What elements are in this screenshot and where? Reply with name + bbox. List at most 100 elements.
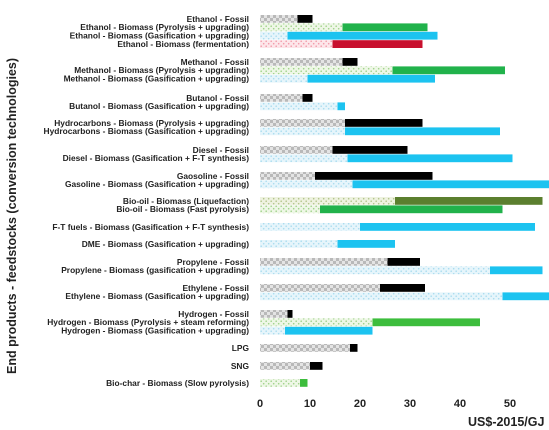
bar-range-segment: [387, 258, 420, 266]
category-label: Propylene - Fossil: [177, 257, 249, 267]
bar-range-segment: [337, 240, 395, 248]
bar-range-segment: [342, 23, 428, 32]
bar-range-segment: [287, 31, 438, 40]
bar-low-segment: [260, 94, 303, 102]
category-label: Methanol - Biomass (Pyrolysis + upgradin…: [74, 65, 249, 75]
bar-low-segment: [260, 326, 285, 335]
bar-low-segment: [260, 266, 490, 275]
x-tick-label: 0: [257, 398, 263, 410]
bar-low-segment: [260, 102, 338, 111]
category-label: DME - Biomass (Gasification + upgrading): [82, 239, 249, 249]
category-label: Diesel - Fossil: [193, 145, 249, 155]
bar-range-segment: [287, 310, 293, 318]
bar-range-segment: [345, 119, 423, 127]
category-label: LPG: [232, 343, 249, 353]
bar-low-segment: [260, 154, 348, 163]
bar-low-segment: [260, 362, 310, 370]
category-label: Butanol - Fossil: [186, 93, 249, 103]
bar-range-segment: [352, 180, 549, 189]
bar-range-segment: [297, 15, 313, 23]
bar-low-segment: [260, 240, 338, 248]
bar-low-segment: [260, 379, 300, 387]
category-label: Hydrocarbons - Biomass (Pyrolysis + upgr…: [54, 118, 249, 128]
y-axis-title: End products - feedstocks (conversion te…: [5, 58, 19, 374]
category-label: F-T fuels - Biomass (Gasification + F-T …: [52, 222, 249, 232]
bar-low-segment: [260, 146, 333, 154]
bar-range-segment: [310, 362, 323, 370]
bar-range-segment: [337, 102, 345, 111]
bar-low-segment: [260, 180, 353, 189]
category-label: Gasoline - Biomass (Gasification + upgra…: [65, 179, 249, 189]
bar-low-segment: [260, 205, 320, 214]
category-label: Diesel - Biomass (Gasification + F-T syn…: [63, 153, 250, 163]
bar-range-segment: [360, 223, 535, 231]
bar-range-segment: [490, 266, 543, 275]
category-label: Ethanol - Biomass (Gasification + upgrad…: [70, 31, 250, 41]
bar-range-segment: [307, 74, 435, 83]
bar-range-segment: [380, 284, 425, 292]
bar-range-segment: [345, 127, 500, 136]
category-label: Ethanol - Fossil: [187, 14, 249, 24]
category-label: Hydrogen - Biomass (Gasification + upgra…: [61, 326, 249, 336]
category-label: Ethanol - Biomass (fermentation): [117, 39, 249, 49]
x-axis-ticks: 010203040506070: [257, 398, 516, 410]
category-label: Ethylene - Fossil: [182, 283, 249, 293]
bar-range-segment: [332, 40, 423, 48]
x-tick-label: 50: [504, 398, 516, 410]
category-label: Ethylene - Biomass (Gasification + upgra…: [65, 291, 249, 301]
bar-range-segment: [502, 292, 549, 301]
bar-range-segment: [302, 94, 313, 102]
bar-low-segment: [260, 74, 308, 83]
category-label: SNG: [231, 361, 249, 371]
x-tick-label: 20: [354, 398, 366, 410]
category-label: Propylene - Biomass (gasification + upgr…: [61, 265, 249, 275]
bar-low-segment: [260, 344, 350, 352]
bar-low-segment: [260, 40, 333, 48]
x-tick-label: 40: [454, 398, 466, 410]
category-label: Methanol - Biomass (Gasification + upgra…: [64, 74, 250, 84]
category-label: Ethanol - Biomass (Pyrolysis + upgrading…: [80, 22, 249, 32]
bar-low-segment: [260, 31, 288, 40]
bar-low-segment: [260, 66, 393, 75]
category-label: Gaosoline - Fossil: [177, 171, 249, 181]
bar-range-segment: [347, 154, 513, 163]
bar-range-segment: [332, 146, 408, 154]
bar-range-segment: [372, 318, 480, 327]
bar-low-segment: [260, 318, 373, 327]
category-label: Butanol - Biomass (Gasification + upgrad…: [69, 101, 249, 111]
bar-range-segment: [320, 205, 503, 214]
category-label: Methanol - Fossil: [181, 57, 249, 67]
bar-range-segment: [300, 379, 308, 387]
x-axis-title: US$-2015/GJ: [468, 415, 544, 429]
bar-low-segment: [260, 15, 298, 23]
category-label: Hydrocarbons - Biomass (Gasification + u…: [44, 126, 250, 136]
category-label: Hydrogen - Fossil: [178, 309, 249, 319]
category-label: Bio-char - Biomass (Slow pyrolysis): [106, 378, 249, 388]
bar-range-segment: [285, 326, 373, 335]
bar-low-segment: [260, 127, 345, 136]
bar-low-segment: [260, 58, 343, 66]
bar-low-segment: [260, 310, 288, 318]
x-tick-label: 10: [304, 398, 316, 410]
bar-range-segment: [350, 344, 358, 352]
bar-low-segment: [260, 284, 380, 292]
category-label: Hydrogen - Biomass (Pyrolysis + steam re…: [47, 317, 249, 327]
x-tick-label: 30: [404, 398, 416, 410]
bar-range-segment: [315, 172, 433, 180]
bar-range-segment: [395, 197, 543, 205]
bar-low-segment: [260, 223, 360, 231]
bar-low-segment: [260, 197, 395, 205]
bar-low-segment: [260, 258, 388, 266]
category-label: Bio-oil - Biomass (Fast pyrolysis): [116, 204, 249, 214]
plot-area: [260, 15, 549, 387]
category-label: Bio-oil - Biomass (Liquefaction): [123, 196, 249, 206]
bar-range-segment: [392, 66, 505, 75]
bar-low-segment: [260, 172, 315, 180]
bar-low-segment: [260, 292, 503, 301]
bar-low-segment: [260, 23, 343, 32]
bar-low-segment: [260, 119, 345, 127]
bar-range-segment: [342, 58, 358, 66]
